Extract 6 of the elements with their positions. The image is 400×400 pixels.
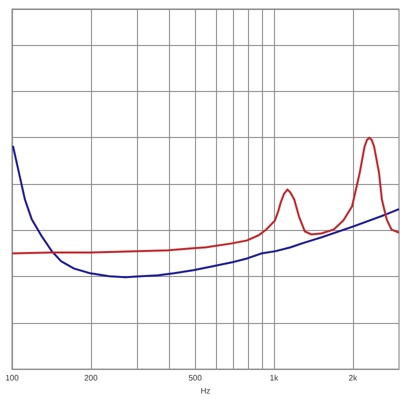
x-tick-label: 500 (188, 374, 202, 383)
x-tick-label: 2k (348, 374, 358, 383)
x-tick-label: 1k (270, 374, 280, 383)
x-axis-title: Hz (200, 386, 210, 396)
x-tick-label: 200 (84, 374, 98, 383)
x-tick-label: 100 (5, 374, 20, 383)
